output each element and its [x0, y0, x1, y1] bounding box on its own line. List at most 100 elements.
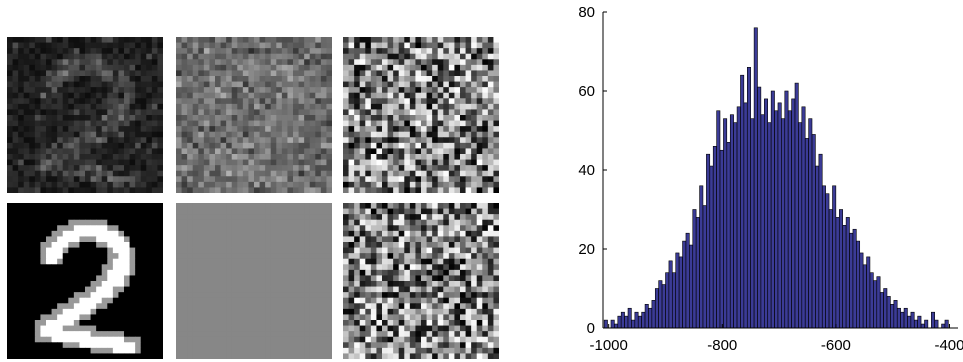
pixel	[73, 159, 80, 166]
pixel	[203, 148, 210, 155]
pixel	[226, 126, 233, 133]
histogram-bar	[603, 319, 608, 329]
pixel	[40, 181, 47, 188]
pixel	[135, 98, 142, 105]
pixel	[409, 165, 416, 172]
pixel	[203, 159, 210, 166]
pixel	[23, 286, 30, 293]
pixel	[287, 176, 294, 183]
pixel	[304, 281, 311, 287]
pixel	[482, 230, 489, 237]
pixel	[79, 297, 86, 304]
pixel	[118, 303, 125, 310]
pixel	[493, 269, 499, 276]
pixel	[124, 165, 130, 172]
pixel	[448, 87, 455, 94]
pixel	[365, 247, 372, 254]
pixel	[365, 126, 372, 133]
pixel	[415, 70, 422, 77]
pixel	[79, 120, 86, 127]
pixel	[203, 230, 210, 237]
pixel	[320, 181, 327, 188]
pixel	[476, 275, 483, 282]
pixel	[209, 59, 216, 66]
pixel	[135, 76, 142, 82]
pixel	[46, 176, 52, 183]
pixel	[101, 176, 108, 183]
pixel	[370, 331, 377, 338]
pixel	[348, 342, 355, 349]
pixel	[23, 320, 30, 326]
pixel	[387, 247, 394, 254]
pixel	[320, 325, 327, 332]
pixel	[460, 264, 466, 271]
pixel	[203, 165, 210, 172]
pixel	[176, 264, 182, 271]
pixel	[348, 314, 355, 321]
pixel	[215, 258, 221, 265]
pixel	[101, 286, 108, 293]
pixel	[124, 203, 130, 209]
pixel	[454, 203, 461, 209]
pixel	[465, 37, 472, 43]
pixel	[96, 115, 103, 121]
pixel	[220, 154, 227, 160]
pixel	[270, 59, 277, 66]
pixel	[140, 325, 147, 332]
pixel	[493, 59, 499, 66]
pixel	[370, 115, 377, 121]
pixel	[409, 92, 416, 99]
pixel	[421, 37, 427, 43]
pixel	[226, 154, 233, 160]
pixel	[181, 64, 188, 71]
pixel	[448, 208, 455, 215]
pixel	[18, 64, 25, 71]
pixel	[359, 208, 366, 215]
pixel	[107, 264, 114, 271]
pixel	[348, 37, 355, 43]
pixel	[487, 253, 494, 260]
pixel	[293, 269, 299, 276]
pixel	[409, 98, 416, 105]
pixel	[493, 42, 499, 49]
histogram-bar	[702, 205, 707, 329]
pixel	[309, 269, 316, 276]
pixel	[460, 203, 466, 209]
pixel	[409, 81, 416, 88]
pixel	[248, 331, 255, 338]
pixel	[181, 219, 188, 226]
pixel	[471, 203, 478, 209]
pixel	[259, 336, 266, 343]
pixel	[124, 353, 130, 359]
pixel	[326, 159, 332, 166]
pixel	[315, 314, 322, 321]
pixel	[192, 81, 199, 88]
pixel	[220, 253, 227, 260]
pixel	[79, 208, 86, 215]
pixel	[426, 115, 433, 121]
pixel	[376, 76, 383, 82]
pixel	[34, 154, 41, 160]
pixel	[343, 92, 349, 99]
pixel	[242, 76, 249, 82]
pixel	[376, 126, 383, 133]
pixel	[242, 230, 249, 237]
pixel	[359, 275, 366, 282]
pixel	[259, 42, 266, 49]
pixel	[343, 325, 349, 332]
pixel	[454, 214, 461, 221]
pixel	[421, 181, 427, 188]
pixel	[370, 137, 377, 144]
pixel	[187, 70, 194, 77]
pixel	[101, 269, 108, 276]
pixel	[482, 208, 489, 215]
pixel	[276, 264, 283, 271]
pixel	[348, 53, 355, 60]
pixel	[493, 353, 499, 359]
pixel	[96, 286, 103, 293]
pixel	[7, 325, 13, 332]
pixel	[124, 230, 130, 237]
pixel	[370, 275, 377, 282]
histogram-bar	[818, 153, 823, 329]
pixel	[304, 242, 311, 248]
